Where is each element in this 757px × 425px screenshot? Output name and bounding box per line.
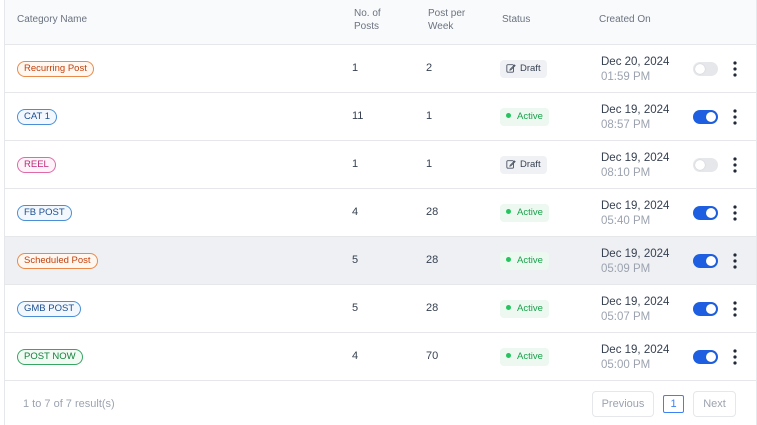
status-badge: Active [500,204,549,222]
status-badge: Active [500,252,549,270]
kebab-menu-icon[interactable] [729,299,741,319]
status-label: Draft [520,159,541,170]
toggle-knob [706,304,716,314]
table-row[interactable]: GMB POST 5 28 Active Dec 19, 2024 05:07 PM [5,285,756,333]
status-badge: Active [500,108,549,126]
status-label: Active [517,351,543,362]
status-dot-icon [506,112,511,118]
page-number-button[interactable]: 1 [663,395,684,413]
table-row[interactable]: CAT 1 11 1 Active Dec 19, 2024 08:57 PM [5,93,756,141]
posts-per-week: 28 [426,206,439,218]
created-time: 05:00 PM [601,359,651,371]
toggle-knob [695,160,705,170]
created-date: Dec 19, 2024 [601,248,670,260]
enable-toggle[interactable] [693,302,718,316]
created-date: Dec 19, 2024 [601,200,670,212]
category-tag[interactable]: REEL [17,157,56,173]
toggle-knob [706,112,716,122]
posts-count: 11 [352,110,364,122]
status-badge: Active [500,348,549,366]
kebab-menu-icon[interactable] [729,155,741,175]
status-dot-icon [506,208,511,214]
table-row[interactable]: Scheduled Post 5 28 Active Dec 19, 2024 05:09… [5,237,756,285]
status-label: Active [517,255,543,266]
created-time: 08:57 PM [601,119,651,131]
enable-toggle[interactable] [693,158,718,172]
kebab-menu-icon[interactable] [729,251,741,271]
edit-icon [506,63,516,74]
posts-count: 1 [352,62,359,74]
status-badge: Draft [500,60,547,78]
category-tag[interactable]: FB POST [17,205,72,221]
status-label: Draft [520,63,541,74]
status-label: Active [517,207,543,218]
posts-per-week: 70 [426,350,439,362]
status-dot-icon [506,352,511,358]
kebab-menu-icon[interactable] [729,107,741,127]
enable-toggle[interactable] [693,254,718,268]
table-row[interactable]: POST NOW 4 70 Active Dec 19, 2024 05:00 PM [5,333,756,381]
posts-count: 5 [352,302,359,314]
toggle-knob [706,208,716,218]
edit-icon [506,159,516,170]
kebab-menu-icon[interactable] [729,203,741,223]
next-page-button[interactable]: Next [693,391,736,417]
status-label: Active [517,303,543,314]
enable-toggle[interactable] [693,62,718,76]
toggle-knob [706,352,716,362]
header-post-per-week[interactable]: Post per Week [428,8,466,32]
kebab-menu-icon[interactable] [729,59,741,79]
posts-per-week: 1 [426,158,433,170]
pagination-footer: 1 to 7 of 7 result(s) Previous 1 Next [5,383,756,425]
toggle-knob [706,256,716,266]
posts-count: 5 [352,254,359,266]
table-header: Category Name No. of Posts Post per Week… [5,0,756,45]
header-status[interactable]: Status [502,14,531,25]
toggle-knob [695,64,705,74]
category-tag[interactable]: Recurring Post [17,61,94,77]
posts-count: 4 [352,350,359,362]
created-time: 05:09 PM [601,263,651,275]
category-tag[interactable]: POST NOW [17,349,83,365]
header-no-of-posts[interactable]: No. of Posts [354,8,381,32]
kebab-menu-icon[interactable] [729,347,741,367]
created-time: 05:40 PM [601,215,651,227]
created-date: Dec 20, 2024 [601,56,670,68]
posts-per-week: 2 [426,62,433,74]
enable-toggle[interactable] [693,350,718,364]
created-date: Dec 19, 2024 [601,344,670,356]
enable-toggle[interactable] [693,110,718,124]
categories-table-panel: Category Name No. of Posts Post per Week… [4,0,757,425]
posts-count: 1 [352,158,359,170]
created-time: 05:07 PM [601,311,651,323]
created-date: Dec 19, 2024 [601,104,670,116]
category-tag[interactable]: CAT 1 [17,109,58,125]
posts-per-week: 28 [426,254,439,266]
table-row[interactable]: REEL 1 1 Draft Dec 19, 2024 08:10 PM [5,141,756,189]
created-time: 08:10 PM [601,167,651,179]
category-tag[interactable]: GMB POST [17,301,82,317]
header-created-on[interactable]: Created On [599,14,651,25]
posts-count: 4 [352,206,359,218]
header-category-name[interactable]: Category Name [17,14,88,25]
category-tag[interactable]: Scheduled Post [17,253,98,269]
status-badge: Active [500,300,549,318]
status-dot-icon [506,256,511,262]
status-label: Active [517,111,543,122]
table-row[interactable]: Recurring Post 1 2 Draft Dec 20, 2024 01:59 P… [5,45,756,93]
created-date: Dec 19, 2024 [601,152,670,164]
status-dot-icon [506,304,511,310]
previous-page-button[interactable]: Previous [592,391,654,417]
created-date: Dec 19, 2024 [601,296,670,308]
created-time: 01:59 PM [601,71,651,83]
status-badge: Draft [500,156,547,174]
table-row[interactable]: FB POST 4 28 Active Dec 19, 2024 05:40 PM [5,189,756,237]
enable-toggle[interactable] [693,206,718,220]
posts-per-week: 1 [426,110,433,122]
result-count: 1 to 7 of 7 result(s) [23,398,115,410]
posts-per-week: 28 [426,302,439,314]
